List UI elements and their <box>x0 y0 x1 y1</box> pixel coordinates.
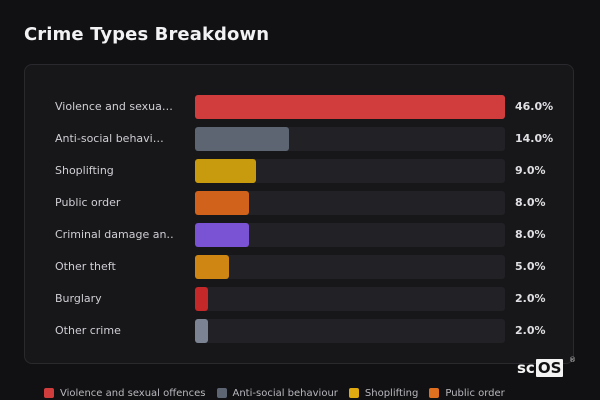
legend-item[interactable]: Public order <box>429 387 505 399</box>
bar-value-label: 2.0% <box>515 292 546 305</box>
legend-label: Violence and sexual offences <box>60 387 206 399</box>
bar-row: Other crime 2.0% <box>25 319 575 343</box>
bar-value-label: 8.0% <box>515 196 546 209</box>
bar <box>195 127 290 151</box>
bar-row: Shoplifting 9.0% <box>25 159 575 183</box>
bar <box>195 159 256 183</box>
bar-track <box>195 95 505 119</box>
legend-item[interactable]: Shoplifting <box>348 387 419 399</box>
bar-track <box>195 223 505 247</box>
bar-value-label: 5.0% <box>515 260 546 273</box>
legend-item[interactable]: Anti-social behaviour <box>216 387 338 399</box>
bar-value-label: 9.0% <box>515 164 546 177</box>
bar-row: Public order 8.0% <box>25 191 575 215</box>
bar-track <box>195 127 505 151</box>
logo-prefix: sc <box>517 359 535 377</box>
legend-label: Public order <box>445 387 505 399</box>
bar-category-label: Other theft <box>55 260 116 273</box>
bar-category-label: Anti-social behavi… <box>55 132 164 145</box>
bar-category-label: Shoplifting <box>55 164 114 177</box>
bar-value-label: 2.0% <box>515 324 546 337</box>
chart-card: Violence and sexua… 46.0% Anti-social beha… <box>24 64 574 364</box>
bar-row: Criminal damage an… 8.0% <box>25 223 575 247</box>
bar-track <box>195 319 505 343</box>
bar-row: Violence and sexua… 46.0% <box>25 95 575 119</box>
bar <box>195 319 209 343</box>
bar-value-label: 14.0% <box>515 132 554 145</box>
bar-track <box>195 287 505 311</box>
legend-swatch <box>348 388 359 398</box>
bar <box>195 191 249 215</box>
legend-swatch <box>429 388 440 398</box>
legend-item[interactable]: Violence and sexual offences <box>44 388 206 399</box>
bar-row: Burglary 2.0% <box>25 287 575 311</box>
legend-label: Shoplifting <box>364 387 419 399</box>
bar-category-label: Burglary <box>55 292 102 305</box>
bar-track <box>195 255 505 279</box>
legend-label: Anti-social behaviour <box>232 387 338 399</box>
bar-category-label: Other crime <box>55 324 121 337</box>
bar-category-label: Violence and sexua… <box>55 100 173 113</box>
chart-legend: Violence and sexual offences Anti-social … <box>44 386 516 400</box>
logo-box: OS <box>535 359 564 377</box>
scos-logo: sc OS ® <box>517 356 576 378</box>
bar-row: Anti-social behavi… 14.0% <box>25 127 575 151</box>
bar <box>195 287 209 311</box>
bar <box>195 255 229 279</box>
page-title: Crime Types Breakdown <box>24 24 270 45</box>
legend-swatch <box>44 388 54 398</box>
bar-value-label: 8.0% <box>515 228 546 241</box>
bar-row: Other theft 5.0% <box>25 255 575 279</box>
bar-track <box>195 159 505 183</box>
bar-value-label: 46.0% <box>515 100 554 113</box>
bar <box>195 223 249 247</box>
bar-track <box>195 191 505 215</box>
registered-mark: ® <box>569 356 576 364</box>
bar-category-label: Criminal damage an… <box>55 228 173 241</box>
bar <box>195 95 505 119</box>
bar-category-label: Public order <box>55 196 121 209</box>
legend-swatch <box>216 388 227 398</box>
